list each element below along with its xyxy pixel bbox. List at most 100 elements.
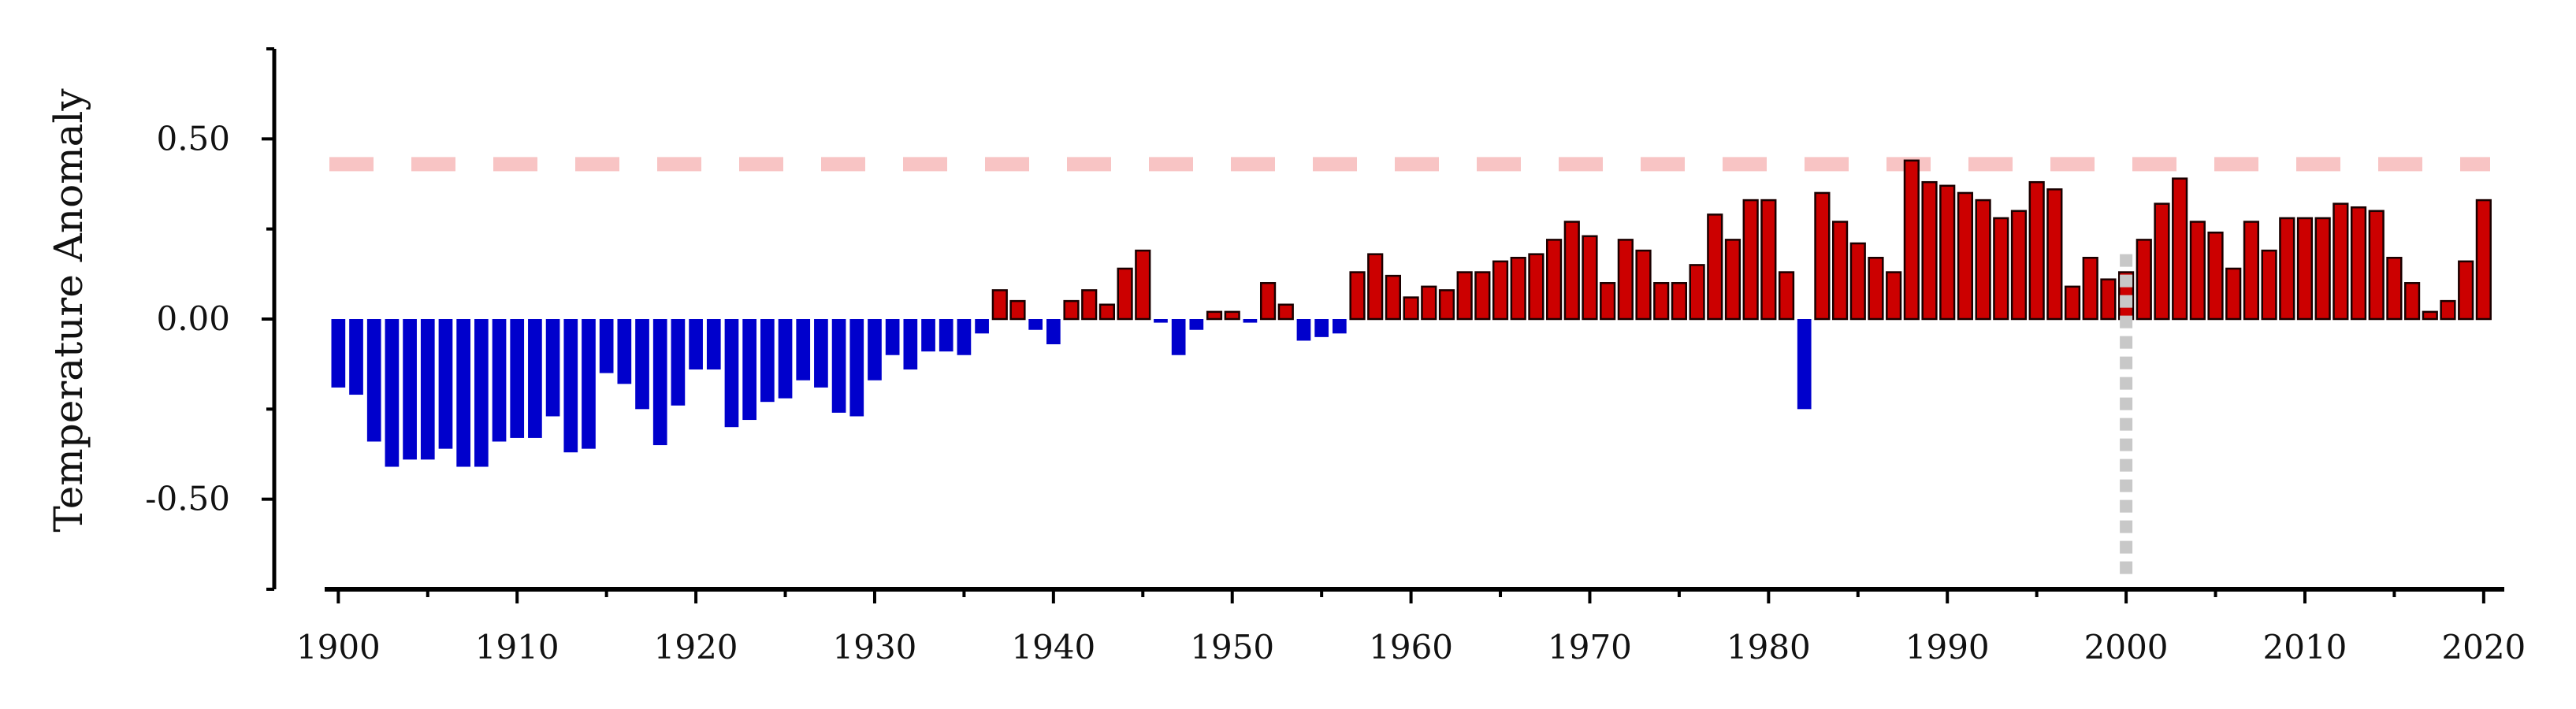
bar-1973 bbox=[1635, 249, 1652, 321]
bar-1935 bbox=[957, 319, 972, 355]
bar-1911 bbox=[528, 319, 542, 438]
bar-1969 bbox=[1563, 221, 1580, 321]
bar-1998 bbox=[2082, 257, 2098, 321]
bar-1994 bbox=[2010, 210, 2028, 321]
bar-1980 bbox=[1760, 199, 1777, 321]
bar-2012 bbox=[2333, 202, 2349, 321]
bar-1916 bbox=[617, 319, 632, 384]
bar-1910 bbox=[510, 319, 525, 438]
x-tick-label: 2010 bbox=[2263, 628, 2347, 666]
bar-1926 bbox=[796, 319, 811, 380]
bar-1997 bbox=[2064, 285, 2081, 321]
bar-2019 bbox=[2458, 260, 2474, 321]
bar-1963 bbox=[1456, 271, 1473, 321]
bar-2002 bbox=[2154, 202, 2170, 321]
bar-1933 bbox=[921, 319, 935, 352]
bar-1915 bbox=[599, 319, 614, 373]
bar-1991 bbox=[1957, 191, 1974, 321]
x-tick-label: 1950 bbox=[1190, 628, 1274, 666]
axes-layer bbox=[262, 47, 2504, 603]
bar-2011 bbox=[2314, 217, 2331, 321]
bar-1975 bbox=[1671, 282, 1688, 321]
bar-1953 bbox=[1277, 303, 1294, 321]
bar-2004 bbox=[2189, 221, 2206, 321]
bar-2003 bbox=[2172, 177, 2188, 321]
bar-1992 bbox=[1975, 199, 1991, 321]
bar-1914 bbox=[582, 319, 596, 449]
bar-1979 bbox=[1742, 199, 1759, 321]
bar-1952 bbox=[1259, 282, 1277, 321]
bar-2008 bbox=[2261, 249, 2277, 321]
bar-1925 bbox=[778, 319, 793, 399]
x-tick-label: 1920 bbox=[654, 628, 738, 666]
bar-1939 bbox=[1028, 319, 1043, 330]
bar-1937 bbox=[991, 289, 1008, 321]
bar-1943 bbox=[1098, 303, 1116, 321]
bars-layer bbox=[331, 159, 2492, 579]
bar-1909 bbox=[492, 319, 507, 442]
bar-1955 bbox=[1314, 319, 1329, 337]
bar-2014 bbox=[2368, 210, 2385, 321]
bar-1944 bbox=[1117, 267, 1133, 321]
bar-2013 bbox=[2350, 206, 2367, 321]
bar-2017 bbox=[2422, 310, 2438, 321]
bar-1919 bbox=[671, 319, 686, 406]
bar-1945 bbox=[1135, 249, 1151, 321]
bar-1989 bbox=[1921, 180, 1938, 321]
bar-1928 bbox=[831, 319, 846, 413]
bar-1941 bbox=[1063, 299, 1080, 321]
bar-1983 bbox=[1814, 191, 1831, 321]
bar-1988 bbox=[1903, 159, 1920, 321]
bar-1951 bbox=[1243, 319, 1258, 323]
bar-1942 bbox=[1081, 289, 1098, 321]
bar-1976 bbox=[1689, 264, 1705, 321]
bar-1947 bbox=[1171, 319, 1186, 355]
bar-1906 bbox=[438, 319, 453, 449]
y-tick-label: 0.50 bbox=[156, 119, 230, 158]
bar-2015 bbox=[2386, 257, 2403, 321]
x-tick-label: 1910 bbox=[475, 628, 559, 666]
bar-1950 bbox=[1224, 310, 1240, 321]
bar-1923 bbox=[742, 319, 757, 421]
bar-1960 bbox=[1403, 296, 1419, 321]
bar-2006 bbox=[2225, 267, 2242, 321]
bar-2001 bbox=[2136, 239, 2152, 321]
tick-labels-layer: 0.50 0.00 -0.50 1900 1910 1920 1930 1940 1950 196… bbox=[145, 119, 2526, 666]
x-tick-label: 2000 bbox=[2084, 628, 2169, 666]
bar-1974 bbox=[1653, 282, 1670, 321]
bar-1907 bbox=[456, 319, 471, 467]
bar-2007 bbox=[2243, 221, 2260, 321]
bar-2010 bbox=[2296, 217, 2314, 321]
x-tick-label: 2020 bbox=[2441, 628, 2526, 666]
bar-1956 bbox=[1332, 319, 1347, 334]
bar-1931 bbox=[885, 319, 900, 355]
bar-2016 bbox=[2404, 282, 2421, 321]
x-tick-label: 1960 bbox=[1369, 628, 1453, 666]
bar-1913 bbox=[563, 319, 578, 453]
bar-1912 bbox=[545, 319, 560, 417]
bar-1938 bbox=[1009, 299, 1026, 321]
bar-1901 bbox=[349, 319, 363, 395]
bar-1917 bbox=[635, 319, 649, 410]
bar-1920 bbox=[689, 319, 703, 370]
bar-1921 bbox=[706, 319, 721, 370]
bar-1908 bbox=[474, 319, 489, 467]
bar-1927 bbox=[814, 319, 828, 388]
bar-1961 bbox=[1421, 285, 1437, 321]
bar-1922 bbox=[724, 319, 739, 428]
bar-1970 bbox=[1582, 235, 1598, 321]
bar-1958 bbox=[1367, 253, 1384, 321]
bar-1948 bbox=[1189, 319, 1204, 330]
bar-1967 bbox=[1528, 253, 1544, 321]
x-tick-label: 1930 bbox=[833, 628, 917, 666]
bar-1966 bbox=[1510, 257, 1526, 321]
bar-1982 bbox=[1797, 319, 1812, 410]
bar-1904 bbox=[403, 319, 417, 460]
x-tick-label: 1940 bbox=[1011, 628, 1095, 666]
bar-2005 bbox=[2207, 231, 2224, 321]
bar-1946 bbox=[1154, 319, 1168, 323]
bar-1930 bbox=[868, 319, 882, 380]
bar-1949 bbox=[1206, 310, 1223, 321]
